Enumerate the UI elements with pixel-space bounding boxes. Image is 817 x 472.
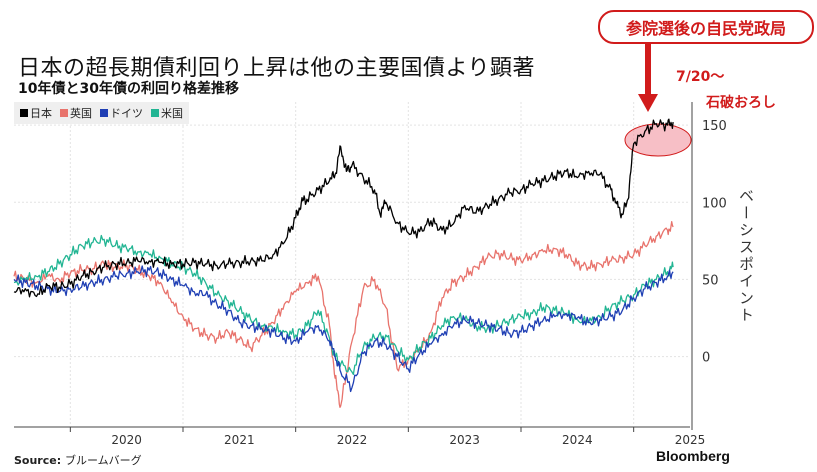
down-arrow-icon <box>638 42 658 112</box>
legend-item-us: 米国 <box>151 105 183 121</box>
y-tick-label: 100 <box>702 196 727 211</box>
x-tick-label: 2024 <box>562 433 593 447</box>
legend-label-germany: ドイツ <box>110 107 143 120</box>
highlight-ellipse <box>624 123 692 157</box>
series-line-us <box>13 234 674 376</box>
chart-legend: 日本 英国 ドイツ 米国 <box>14 102 189 124</box>
chart-subtitle: 10年債と30年債の利回り格差推移 <box>18 81 239 97</box>
legend-item-germany: ドイツ <box>100 105 143 121</box>
x-tick-label: 2025 <box>675 433 706 447</box>
legend-item-japan: 日本 <box>20 105 52 121</box>
annotation-date: 7/20～ <box>676 69 725 85</box>
bloomberg-logo: Bloomberg <box>656 448 730 464</box>
series-line-japan <box>13 118 674 298</box>
x-axis: 2020 2021 2022 2023 2024 2025 <box>14 426 706 447</box>
y-axis: 0 50 100 150 <box>691 102 727 430</box>
x-tick-label: 2022 <box>337 433 368 447</box>
source-label: Source: <box>14 454 62 467</box>
series-line-uk <box>13 221 674 408</box>
legend-swatch-germany <box>100 109 108 117</box>
series-line-germany <box>13 265 674 393</box>
grid-lines <box>14 102 690 426</box>
legend-label-japan: 日本 <box>30 107 52 120</box>
y-tick-label: 0 <box>702 351 710 366</box>
series-lines <box>13 118 674 408</box>
legend-label-uk: 英国 <box>70 107 92 120</box>
legend-swatch-us <box>151 109 159 117</box>
annotation-box: 参院選後の自民党政局 <box>598 10 814 44</box>
chart-title: 日本の超長期債利回り上昇は他の主要国債より顕著 <box>18 56 536 81</box>
legend-item-uk: 英国 <box>60 105 92 121</box>
annotation-note: 石破おろし <box>706 95 776 111</box>
x-tick-label: 2021 <box>224 433 255 447</box>
source-value: ブルームバーグ <box>64 454 142 467</box>
y-tick-label: 50 <box>702 273 719 288</box>
y-axis-label: ベーシスポイント <box>737 188 755 324</box>
x-tick-label: 2023 <box>449 433 480 447</box>
legend-swatch-uk <box>60 109 68 117</box>
source-note: Source: ブルームバーグ <box>14 452 142 468</box>
legend-label-us: 米国 <box>161 107 183 120</box>
y-tick-label: 150 <box>702 119 727 134</box>
legend-swatch-japan <box>20 109 28 117</box>
x-tick-label: 2020 <box>111 433 142 447</box>
